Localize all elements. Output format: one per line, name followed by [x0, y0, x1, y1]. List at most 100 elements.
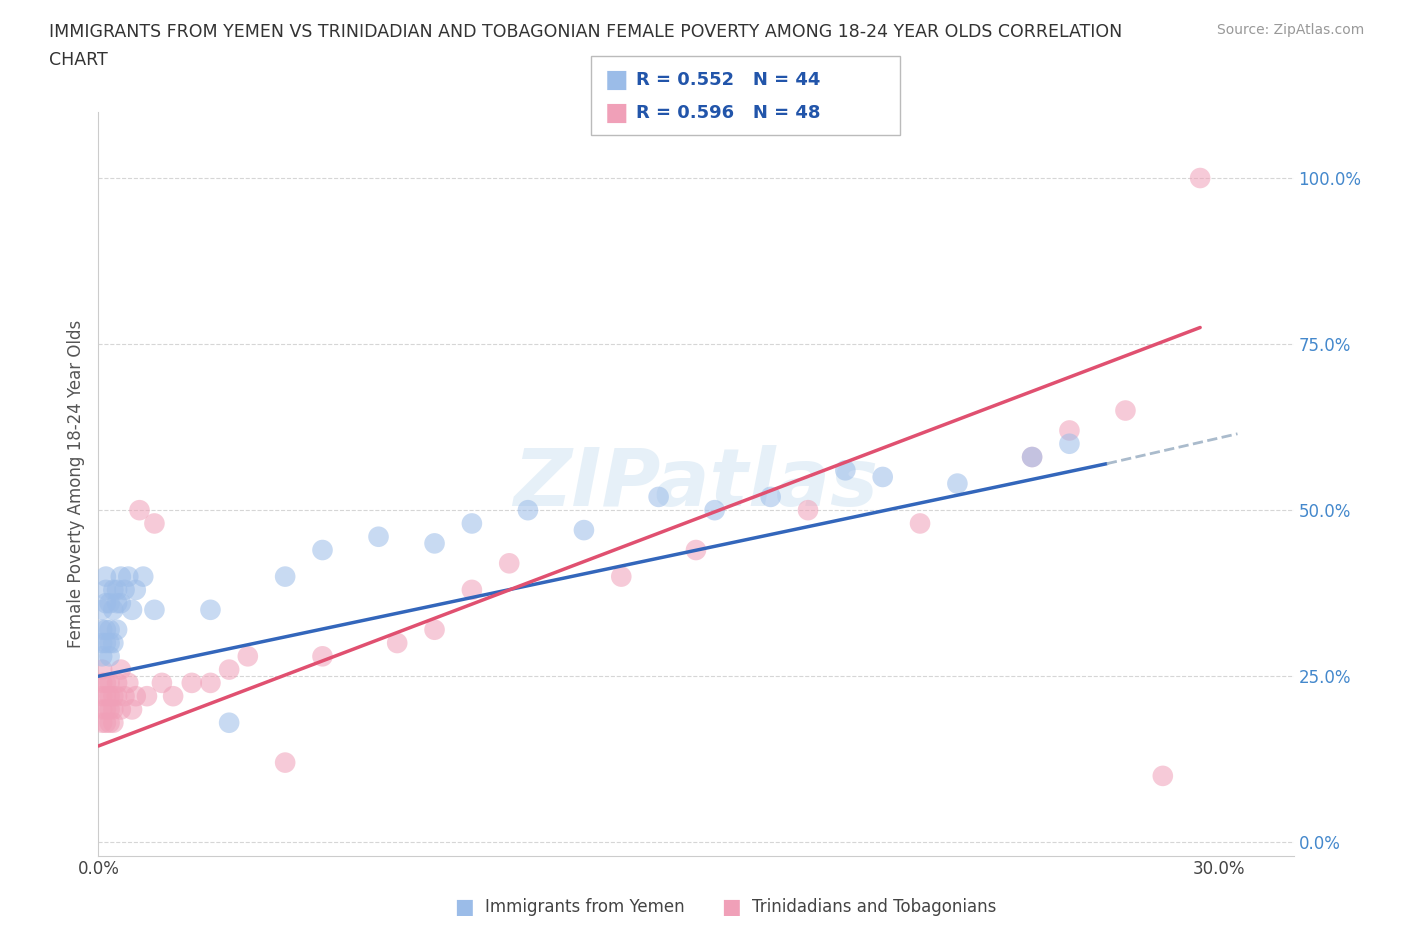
Point: [759, 489, 782, 504]
Text: IMMIGRANTS FROM YEMEN VS TRINIDADIAN AND TOBAGONIAN FEMALE POVERTY AMONG 18-24 Y: IMMIGRANTS FROM YEMEN VS TRINIDADIAN AND…: [49, 23, 1122, 41]
Point: [91, 689, 114, 704]
Text: ZIPatlas: ZIPatlas: [513, 445, 879, 523]
Point: [105, 596, 128, 611]
Point: [91, 715, 114, 730]
Point: [461, 582, 484, 597]
Point: [834, 463, 856, 478]
Point: [200, 603, 222, 618]
Point: [180, 675, 202, 690]
Point: [498, 556, 520, 571]
Point: [91, 635, 114, 650]
Point: [98, 675, 121, 690]
Point: [103, 689, 125, 704]
Point: [103, 582, 125, 597]
Text: CHART: CHART: [49, 51, 108, 69]
Point: [946, 476, 969, 491]
Point: [91, 603, 114, 618]
Point: [110, 662, 132, 677]
Point: [114, 582, 136, 597]
Point: [98, 596, 121, 611]
Point: [572, 523, 595, 538]
Point: [218, 662, 240, 677]
Point: [218, 715, 240, 730]
Point: [94, 702, 117, 717]
Point: [98, 649, 121, 664]
Point: [103, 635, 125, 650]
Text: ■: ■: [605, 100, 628, 125]
Point: [797, 503, 820, 518]
Point: [1021, 449, 1043, 464]
Point: [872, 470, 894, 485]
Point: [162, 689, 184, 704]
Point: [1152, 768, 1174, 783]
Point: [110, 596, 132, 611]
Point: [132, 569, 155, 584]
Point: [423, 536, 446, 551]
Point: [98, 715, 121, 730]
Point: [685, 542, 707, 557]
Point: [98, 622, 121, 637]
Text: ■: ■: [454, 897, 474, 917]
Point: [200, 675, 222, 690]
Point: [98, 635, 121, 650]
Point: [110, 702, 132, 717]
Point: [98, 702, 121, 717]
Point: [105, 689, 128, 704]
Point: [94, 675, 117, 690]
Point: [1059, 423, 1081, 438]
Point: [94, 596, 117, 611]
Point: [311, 649, 333, 664]
Point: [94, 689, 117, 704]
Point: [105, 582, 128, 597]
Text: Source: ZipAtlas.com: Source: ZipAtlas.com: [1216, 23, 1364, 37]
Text: ■: ■: [721, 897, 741, 917]
Point: [423, 622, 446, 637]
Point: [125, 582, 148, 597]
Point: [236, 649, 259, 664]
Point: [103, 702, 125, 717]
Point: [610, 569, 633, 584]
Point: [94, 569, 117, 584]
Point: [461, 516, 484, 531]
Point: [103, 715, 125, 730]
Point: [143, 603, 166, 618]
Point: [125, 689, 148, 704]
Point: [1114, 403, 1136, 418]
Text: Immigrants from Yemen: Immigrants from Yemen: [485, 897, 685, 916]
Point: [94, 622, 117, 637]
Point: [91, 649, 114, 664]
Y-axis label: Female Poverty Among 18-24 Year Olds: Female Poverty Among 18-24 Year Olds: [66, 320, 84, 647]
Point: [128, 503, 150, 518]
Point: [105, 622, 128, 637]
Point: [117, 675, 139, 690]
Point: [110, 569, 132, 584]
Point: [98, 689, 121, 704]
Point: [121, 603, 143, 618]
Point: [647, 489, 669, 504]
Text: R = 0.596   N = 48: R = 0.596 N = 48: [636, 104, 820, 122]
Point: [136, 689, 159, 704]
Point: [1021, 449, 1043, 464]
Point: [274, 755, 297, 770]
Point: [385, 635, 409, 650]
Point: [516, 503, 538, 518]
Point: [367, 529, 389, 544]
Point: [103, 603, 125, 618]
Point: [94, 635, 117, 650]
Text: Trinidadians and Tobagonians: Trinidadians and Tobagonians: [752, 897, 997, 916]
Point: [703, 503, 725, 518]
Point: [121, 702, 143, 717]
Point: [908, 516, 931, 531]
Point: [91, 702, 114, 717]
Point: [1059, 436, 1081, 451]
Point: [274, 569, 297, 584]
Point: [150, 675, 173, 690]
Point: [91, 662, 114, 677]
Point: [91, 622, 114, 637]
Point: [143, 516, 166, 531]
Point: [105, 675, 128, 690]
Point: [1189, 170, 1212, 185]
Point: [117, 569, 139, 584]
Text: ■: ■: [605, 68, 628, 91]
Point: [94, 582, 117, 597]
